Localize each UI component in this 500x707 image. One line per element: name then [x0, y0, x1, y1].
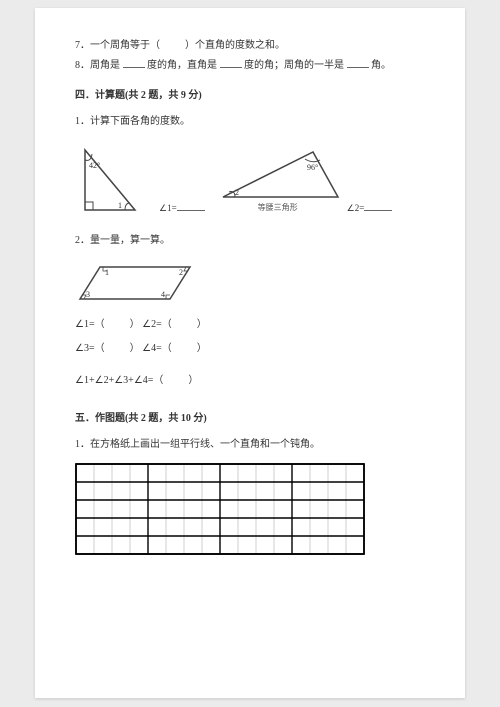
q7: 7．一个周角等于（ ）个直角的度数之和。 — [75, 38, 425, 54]
s4q1-text: 1．计算下面各角的度数。 — [75, 114, 425, 130]
angle2-blank — [364, 201, 392, 211]
s5q1-text: 1．在方格纸上画出一组平行线、一个直角和一个钝角。 — [75, 437, 425, 453]
eq3-blank — [166, 375, 186, 386]
q7-blank — [163, 40, 183, 51]
tri2-angle: 96° — [307, 163, 318, 172]
q7-prefix: 7．一个周角等于（ — [75, 40, 160, 51]
q8-t4: 角。 — [371, 60, 391, 71]
triangle1: 42° 1 — [75, 140, 155, 215]
q7-suffix: ）个直角的度数之和。 — [185, 40, 285, 51]
q8: 8．周角是 度的角，直角是 度的角；周角的一半是 角。 — [75, 58, 425, 74]
triangle2-block: 96° 2 等腰三角形 ∠2= — [213, 142, 393, 215]
angle2-label: ∠2= — [347, 201, 393, 215]
s4q2-text: 2．量一量，算一算。 — [75, 233, 425, 249]
eq1-blank2 — [174, 319, 194, 330]
angle1-blank — [177, 201, 205, 211]
eq2-blank1 — [107, 343, 127, 354]
q8-blank2 — [220, 58, 242, 68]
eq1-blank1 — [107, 319, 127, 330]
triangle2-wrap: 96° 2 等腰三角形 — [213, 142, 343, 215]
tri1-mark: 1 — [118, 201, 122, 210]
angle1-label: ∠1= — [159, 201, 205, 215]
q8-t1: 8．周角是 — [75, 60, 120, 71]
grid — [75, 463, 365, 555]
section5-title: 五．作图题(共 2 题，共 10 分) — [75, 411, 425, 427]
pg-l4: 4 — [161, 290, 165, 299]
s4q2-eq1: ∠1=（ ） ∠2=（ ） — [75, 317, 425, 333]
tri2-caption: 等腰三角形 — [213, 202, 343, 215]
q8-blank3 — [347, 58, 369, 68]
s4q1-figures: 42° 1 ∠1= 96° 2 等腰三角形 — [75, 140, 425, 215]
q8-blank1 — [123, 58, 145, 68]
s4q2-eq2: ∠3=（ ） ∠4=（ ） — [75, 341, 425, 357]
section4-title: 四．计算题(共 2 题，共 9 分) — [75, 88, 425, 104]
pg-l3: 3 — [86, 290, 90, 299]
pg-l1: 1 — [105, 268, 109, 277]
q8-t3: 度的角；周角的一半是 — [244, 60, 344, 71]
triangle2: 96° 2 — [213, 142, 343, 202]
page: 7．一个周角等于（ ）个直角的度数之和。 8．周角是 度的角，直角是 度的角；周… — [35, 8, 465, 698]
pg-l2: 2 — [179, 268, 183, 277]
q8-t2: 度的角，直角是 — [147, 60, 217, 71]
tri1-angle: 42° — [89, 161, 100, 170]
tri2-mark: 2 — [235, 188, 239, 197]
eq2-blank2 — [174, 343, 194, 354]
s4q2-eq3: ∠1+∠2+∠3+∠4=（ ） — [75, 373, 425, 389]
triangle1-block: 42° 1 ∠1= — [75, 140, 205, 215]
parallelogram: 1 2 3 4 — [75, 257, 205, 307]
